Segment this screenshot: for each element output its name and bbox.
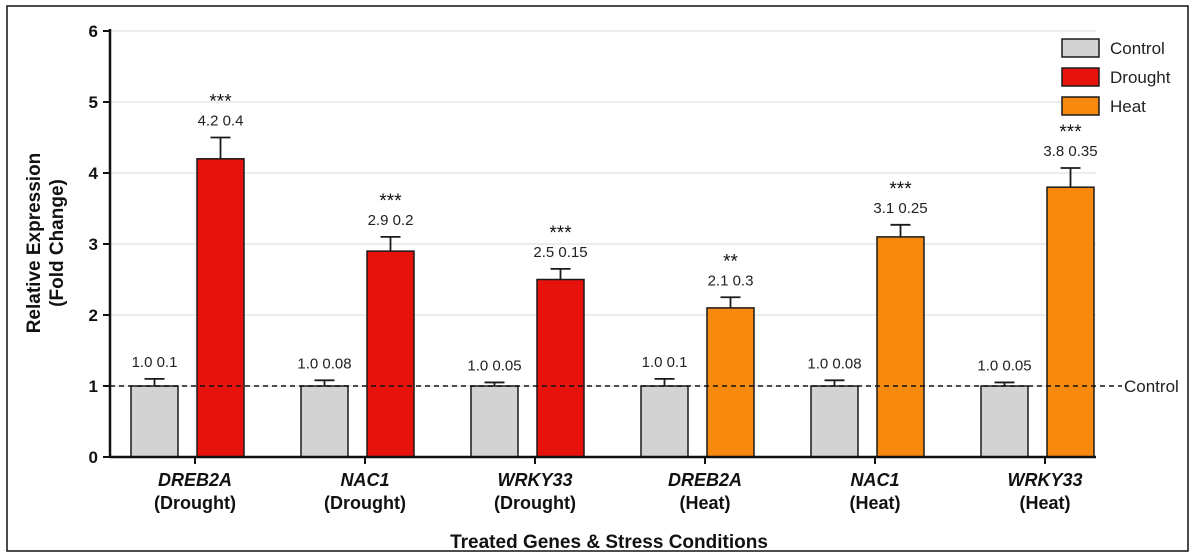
bar	[300, 385, 349, 458]
control-reference: Control	[110, 377, 1179, 396]
x-tick-label-condition: (Heat)	[679, 493, 730, 513]
x-tick-label-gene: DREB2A	[158, 470, 232, 490]
legend-swatch	[1061, 96, 1100, 116]
legend-swatch	[1061, 38, 1100, 58]
data-label: 1.0 0.05	[977, 357, 1031, 374]
y-tick-label: 3	[89, 235, 98, 254]
bar-group: 3.1 0.25***	[873, 179, 928, 458]
y-axis-title-line2: (Fold Change)	[47, 179, 68, 307]
bar	[876, 236, 925, 458]
axes: 0 1 2 3 4 5 6 DREB2A (Drought) NAC1 (Drought) WRKY3…	[89, 22, 1096, 513]
data-label: 2.9 0.2	[368, 212, 414, 229]
y-tick-label: 4	[89, 164, 99, 183]
significance-label: ***	[209, 92, 232, 113]
legend-label: Control	[1110, 39, 1165, 58]
x-tick-label-gene: NAC1	[340, 470, 389, 490]
data-label: 2.5 0.15	[533, 244, 587, 261]
data-label: 1.0 0.1	[132, 354, 178, 371]
y-axis-title-line1: Relative Expression	[24, 153, 45, 334]
bar-group: 1.0 0.05	[977, 357, 1032, 458]
bar-group: 2.1 0.3**	[706, 251, 755, 458]
bar-group: 2.9 0.2***	[366, 191, 415, 458]
significance-label: ***	[1059, 122, 1082, 143]
y-tick-label: 5	[89, 93, 98, 112]
bar-group: 4.2 0.4***	[196, 92, 245, 458]
bar	[366, 250, 415, 458]
bar-group: 1.0 0.08	[807, 355, 862, 458]
x-tick-label-condition: (Drought)	[324, 493, 406, 513]
bar	[640, 385, 689, 458]
legend: Control Drought Heat	[1061, 38, 1171, 116]
y-tick-label: 2	[89, 306, 98, 325]
data-label: 1.0 0.08	[807, 355, 861, 372]
legend-swatch	[1061, 67, 1100, 87]
x-tick-label-gene: DREB2A	[668, 470, 742, 490]
data-label: 1.0 0.08	[297, 355, 351, 372]
y-tick-label: 0	[89, 448, 98, 467]
significance-label: ***	[889, 179, 912, 200]
data-label: 2.1 0.3	[708, 272, 754, 289]
bar	[1046, 186, 1095, 458]
data-label: 3.8 0.35	[1043, 143, 1097, 160]
bar-group: 2.5 0.15***	[533, 223, 588, 458]
y-tick-label: 1	[89, 377, 98, 396]
bar	[706, 307, 755, 458]
bar	[536, 278, 585, 458]
bar-group: 1.0 0.05	[467, 357, 522, 458]
bar-group: 1.0 0.08	[297, 355, 352, 458]
x-tick-label-condition: (Heat)	[1019, 493, 1070, 513]
x-tick-label-gene: WRKY33	[1007, 470, 1082, 490]
x-tick-label-condition: (Drought)	[154, 493, 236, 513]
data-label: 4.2 0.4	[198, 113, 244, 130]
x-tick-label-condition: (Heat)	[849, 493, 900, 513]
bar-group: 1.0 0.1	[640, 354, 689, 458]
x-axis-title: Treated Genes & Stress Conditions	[450, 532, 768, 553]
legend-label: Heat	[1110, 97, 1146, 116]
bar	[130, 385, 179, 458]
legend-label: Drought	[1110, 68, 1171, 87]
bar	[980, 385, 1029, 458]
data-label: 1.0 0.1	[642, 354, 688, 371]
reference-line-label: Control	[1124, 377, 1179, 396]
gridlines	[110, 30, 1096, 387]
significance-label: ***	[549, 223, 572, 244]
y-tick-label: 6	[89, 22, 98, 41]
bar-group: 3.8 0.35***	[1043, 122, 1098, 458]
data-label: 1.0 0.05	[467, 357, 521, 374]
bar	[470, 385, 519, 458]
bar-group: 1.0 0.1	[130, 354, 179, 458]
frame-border	[6, 5, 1189, 552]
x-tick-label-gene: WRKY33	[497, 470, 572, 490]
bar	[196, 158, 245, 458]
x-tick-label-condition: (Drought)	[494, 493, 576, 513]
bar	[810, 385, 859, 458]
bars: 1.0 0.14.2 0.4***1.0 0.082.9 0.2***1.0 0…	[130, 92, 1098, 458]
data-label: 3.1 0.25	[873, 200, 927, 217]
significance-label: ***	[379, 191, 402, 212]
x-tick-label-gene: NAC1	[850, 470, 899, 490]
significance-label: **	[723, 251, 738, 272]
